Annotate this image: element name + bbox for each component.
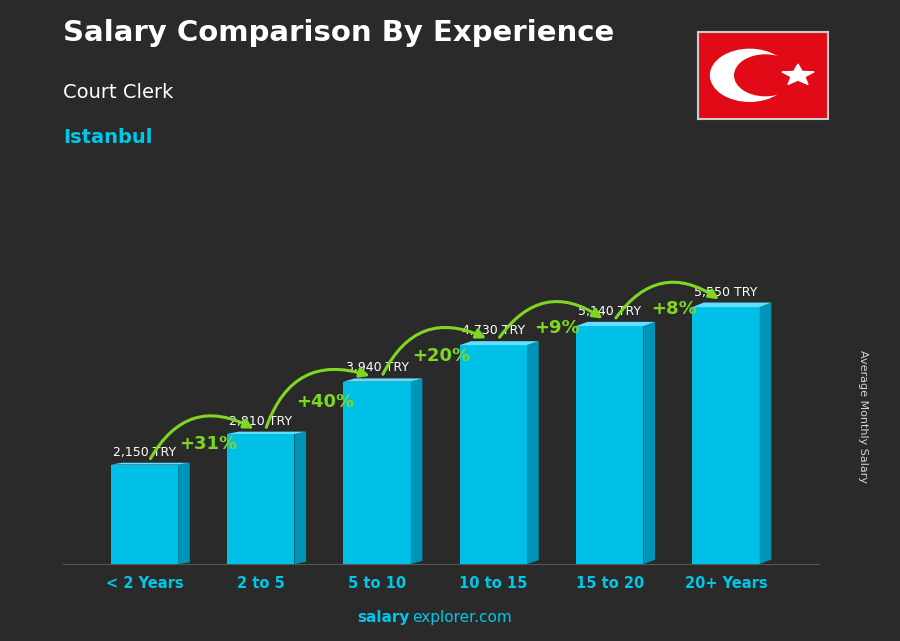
Polygon shape (760, 303, 771, 564)
Text: 5,550 TRY: 5,550 TRY (694, 285, 758, 299)
Polygon shape (111, 463, 190, 465)
Text: 3,940 TRY: 3,940 TRY (346, 362, 409, 374)
Polygon shape (460, 345, 527, 564)
Polygon shape (178, 463, 190, 564)
Text: 2,150 TRY: 2,150 TRY (112, 445, 176, 459)
Text: +31%: +31% (179, 435, 238, 453)
Polygon shape (576, 326, 644, 564)
Circle shape (711, 49, 788, 101)
Circle shape (734, 55, 796, 96)
Text: 5,140 TRY: 5,140 TRY (578, 305, 641, 318)
Text: Istanbul: Istanbul (63, 128, 152, 147)
Polygon shape (343, 378, 422, 381)
Polygon shape (294, 431, 306, 564)
Polygon shape (227, 434, 294, 564)
Polygon shape (692, 303, 771, 307)
Polygon shape (410, 378, 422, 564)
Polygon shape (460, 341, 539, 345)
Text: +40%: +40% (295, 393, 354, 411)
Polygon shape (111, 465, 178, 564)
Polygon shape (527, 341, 539, 564)
Polygon shape (227, 431, 306, 434)
Text: Salary Comparison By Experience: Salary Comparison By Experience (63, 19, 614, 47)
Polygon shape (343, 381, 410, 564)
Text: explorer.com: explorer.com (412, 610, 512, 625)
Text: salary: salary (357, 610, 410, 625)
Text: 2,810 TRY: 2,810 TRY (230, 415, 292, 428)
Polygon shape (644, 322, 655, 564)
Polygon shape (576, 322, 655, 326)
Polygon shape (782, 64, 814, 85)
Text: +8%: +8% (651, 300, 697, 318)
Polygon shape (692, 307, 760, 564)
Text: +9%: +9% (535, 319, 581, 337)
Text: 4,730 TRY: 4,730 TRY (462, 324, 525, 337)
Text: Court Clerk: Court Clerk (63, 83, 174, 103)
Text: +20%: +20% (412, 347, 470, 365)
Text: Average Monthly Salary: Average Monthly Salary (859, 350, 868, 483)
